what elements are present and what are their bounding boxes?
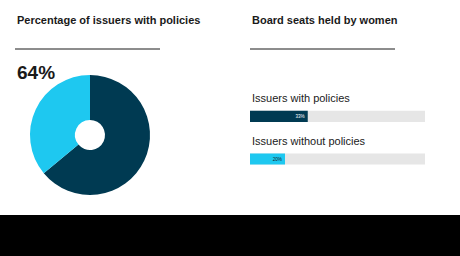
svg-text:Issuers with policies: Issuers with policies xyxy=(252,92,350,104)
svg-text:Board seats held by women: Board seats held by women xyxy=(252,14,398,26)
svg-text:33%: 33% xyxy=(295,114,304,119)
svg-text:Percentage of issuers with pol: Percentage of issuers with policies xyxy=(17,14,200,26)
svg-text:20%: 20% xyxy=(273,157,282,162)
svg-text:64%: 64% xyxy=(17,62,55,83)
svg-text:Issuers without policies: Issuers without policies xyxy=(252,135,366,147)
